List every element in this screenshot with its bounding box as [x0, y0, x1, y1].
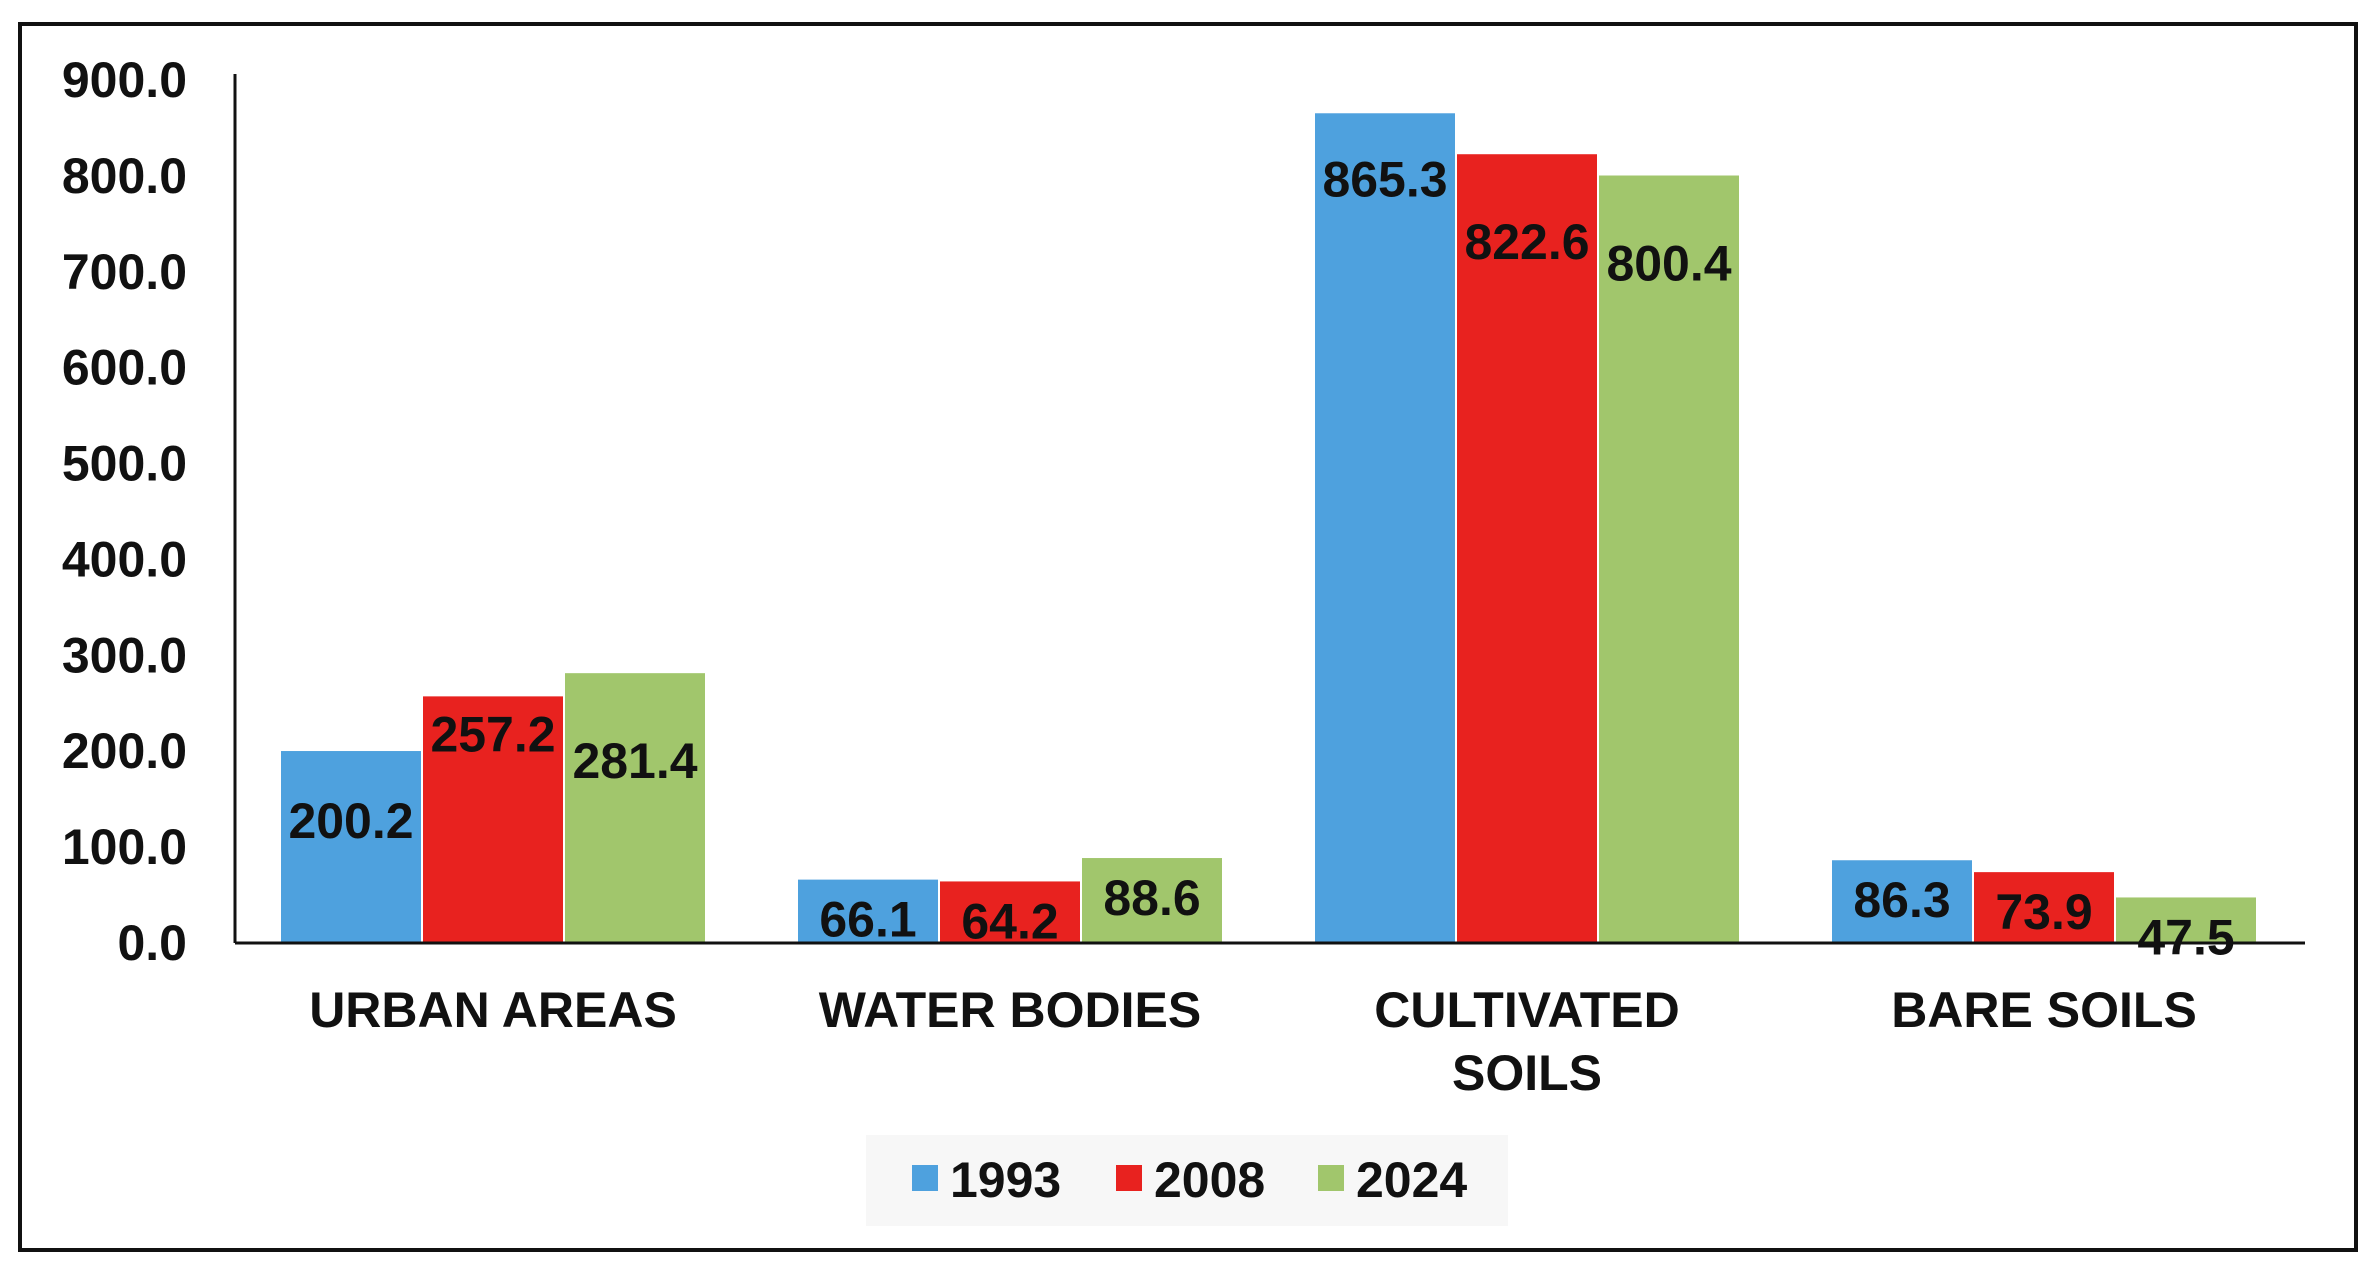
legend-label-2024: 2024: [1356, 1152, 1467, 1208]
bar-1993-3: [1832, 860, 1972, 943]
bar-1993-2: [1315, 113, 1455, 944]
bar-1993-1: [798, 879, 938, 943]
legend-label-1993: 1993: [950, 1152, 1061, 1208]
bar-2008-0: [423, 696, 563, 943]
bar-2024-1: [1082, 858, 1222, 943]
bar-2008-1: [940, 881, 1080, 943]
y-tick-label: 900.0: [62, 52, 187, 108]
chart-frame: [18, 22, 2358, 1252]
legend-label-2008: 2008: [1154, 1152, 1265, 1208]
bar-2024-3: [2116, 897, 2256, 943]
data-label-1993-0: 200.2: [288, 793, 413, 849]
legend: 1993 2008 2024: [866, 1135, 1508, 1226]
category-label: SOILS: [1452, 1045, 1602, 1101]
data-label-2024-0: 281.4: [572, 733, 697, 789]
y-tick-label: 300.0: [62, 627, 187, 683]
data-label-1993-1: 66.1: [819, 892, 916, 948]
bar-2024-2: [1599, 175, 1739, 943]
category-label: CULTIVATED: [1374, 982, 1680, 1038]
data-label-1993-3: 86.3: [1853, 872, 1950, 928]
legend-swatch-2024: [1318, 1165, 1344, 1191]
y-tick-label: 0.0: [117, 915, 187, 971]
data-label-2024-1: 88.6: [1103, 870, 1200, 926]
y-tick-label: 400.0: [62, 531, 187, 587]
y-tick-label: 600.0: [62, 340, 187, 396]
category-labels: URBAN AREAS WATER BODIES CULTIVATED SOILS BA…: [309, 982, 2197, 1101]
data-label-1993-2: 865.3: [1322, 151, 1447, 207]
y-tick-label: 700.0: [62, 244, 187, 300]
data-label-2008-0: 257.2: [430, 706, 555, 762]
category-label: BARE SOILS: [1891, 982, 2197, 1038]
category-label: WATER BODIES: [819, 982, 1201, 1038]
data-label-2024-2: 800.4: [1606, 236, 1731, 292]
y-tick-label: 500.0: [62, 436, 187, 492]
legend-swatch-2008: [1116, 1165, 1142, 1191]
bar-2024-0: [565, 673, 705, 943]
axes: [233, 74, 2305, 945]
legend-swatch-1993: [912, 1165, 938, 1191]
bar-2008-2: [1457, 154, 1597, 943]
y-tick-label: 100.0: [62, 819, 187, 875]
category-label: URBAN AREAS: [309, 982, 677, 1038]
data-labels: 200.2 66.1 865.3 86.3 257.2 64.2 822.6 73.9 281.…: [288, 151, 2234, 965]
data-label-2008-3: 73.9: [1995, 884, 2092, 940]
bar-2008-3: [1974, 872, 2114, 943]
data-label-2024-3: 47.5: [2137, 909, 2234, 965]
bar-1993-0: [281, 751, 421, 943]
legend-box: [866, 1135, 1508, 1226]
y-tick-label: 800.0: [62, 148, 187, 204]
y-axis-ticks: 0.0 100.0 200.0 300.0 400.0 500.0 600.0 700.0 80…: [62, 52, 187, 971]
y-tick-label: 200.0: [62, 723, 187, 779]
data-label-2008-1: 64.2: [961, 893, 1058, 949]
bars: [281, 113, 2256, 944]
data-label-2008-2: 822.6: [1464, 214, 1589, 270]
